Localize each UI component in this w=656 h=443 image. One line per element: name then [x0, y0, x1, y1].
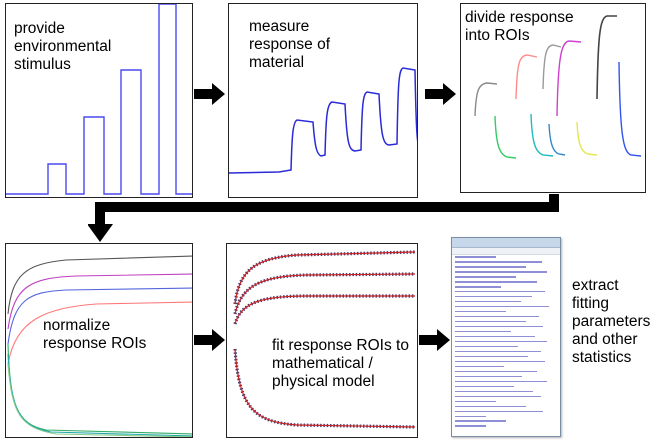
fit-caption: fit response ROIs to mathematical / phys…: [272, 337, 409, 391]
measure-response-graphic: [229, 67, 417, 174]
normalize-caption: normalize response ROIs: [43, 317, 146, 353]
roi-curves-graphic: [474, 15, 642, 159]
caption-line: fitting: [572, 295, 610, 312]
caption-line: physical model: [272, 373, 375, 390]
arrow-measure-to-divide: [425, 83, 456, 105]
caption-line: stimulus: [14, 56, 71, 73]
caption-line: measure: [249, 18, 310, 35]
caption-line: mathematical /: [272, 355, 373, 372]
caption-line: provide: [14, 20, 65, 37]
divide-caption: divide response into ROIs: [465, 9, 574, 45]
caption-line: normalize: [43, 317, 111, 334]
stimulus-steps-graphic: [6, 4, 192, 195]
panel-normalize: normalize response ROIs: [5, 243, 193, 438]
caption-line: response ROIs: [43, 335, 147, 352]
parameter-text-lines: [455, 256, 557, 430]
caption-line: material: [249, 54, 305, 71]
caption-line: into ROIs: [465, 27, 530, 44]
normalized-curves-graphic: [7, 255, 192, 437]
stimulus-caption: provide environmental stimulus: [14, 20, 111, 74]
caption-line: divide response: [465, 9, 574, 26]
fit-curves-graphic: [233, 250, 416, 429]
extract-caption: extract fitting parameters and other sta…: [572, 277, 650, 367]
measure-caption: measure response of material: [249, 18, 330, 72]
caption-line: parameters: [572, 313, 651, 330]
panel-fit: fit response ROIs to mathematical / phys…: [226, 243, 418, 438]
caption-line: response of: [249, 36, 330, 53]
caption-line: and other: [572, 331, 638, 348]
caption-line: extract: [572, 277, 619, 294]
parameter-output-window: [451, 237, 561, 437]
arrow-normalize-to-fit: [194, 329, 225, 351]
window-menubar: [452, 248, 560, 255]
caption-line: fit response ROIs to: [272, 337, 409, 354]
arrow-divide-to-normalize: [88, 194, 559, 242]
panel-stimulus: provide environmental stimulus: [5, 3, 193, 198]
caption-line: statistics: [572, 349, 632, 366]
arrow-fit-to-extract: [419, 329, 450, 351]
panel-divide: divide response into ROIs: [460, 3, 646, 193]
window-titlebar: [452, 238, 560, 248]
panel-measure: measure response of material: [228, 3, 418, 198]
caption-line: environmental: [14, 38, 112, 55]
arrow-stimulus-to-measure: [194, 83, 225, 105]
